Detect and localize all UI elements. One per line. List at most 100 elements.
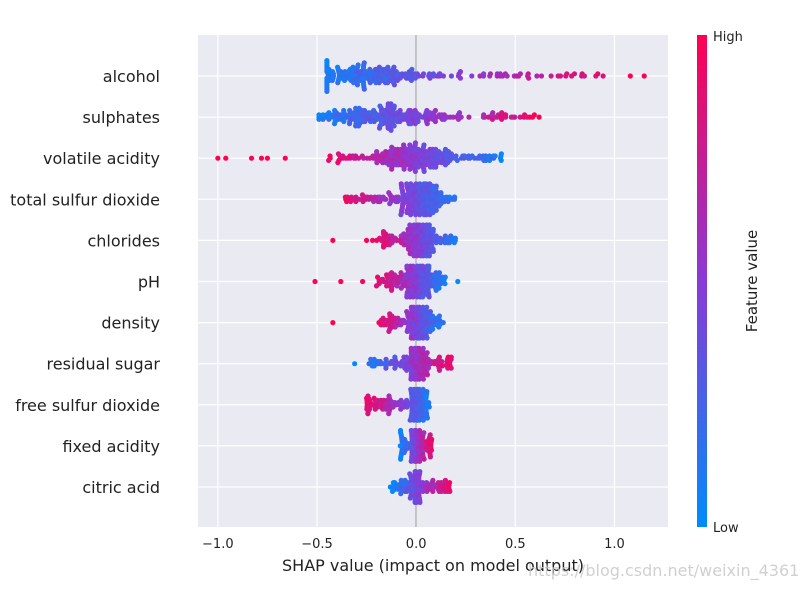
shap-point (215, 155, 221, 161)
shap-point (326, 157, 332, 163)
shap-point (490, 110, 496, 116)
shap-point (392, 365, 398, 371)
shap-point (312, 278, 318, 285)
shap-point (389, 144, 395, 150)
shap-point (421, 430, 427, 436)
shap-point (512, 114, 518, 120)
shap-point (248, 155, 255, 161)
shap-point (391, 82, 398, 88)
shap-point (341, 107, 347, 114)
shap-point (402, 365, 408, 371)
shap-point (335, 160, 341, 166)
shap-point (417, 499, 423, 505)
shap-point (388, 287, 395, 293)
shap-point (360, 198, 366, 205)
shap-point (517, 71, 523, 77)
shap-point (424, 372, 431, 378)
shap-point (408, 335, 414, 341)
feature-label: fixed acidity (62, 437, 160, 456)
shap-point (412, 168, 418, 174)
feature-label: citric acid (82, 478, 160, 497)
shap-point (456, 110, 463, 116)
colorbar (697, 35, 707, 527)
shap-point (408, 376, 414, 382)
shap-point (371, 395, 377, 401)
shap-point (353, 194, 359, 200)
shap-point (426, 263, 432, 269)
shap-point (432, 107, 439, 114)
shap-point (383, 356, 389, 362)
shap-point (352, 361, 358, 367)
shap-point (428, 447, 435, 453)
shap-point (440, 73, 447, 79)
shap-point (409, 66, 415, 72)
shap-point (517, 114, 523, 120)
shap-point (424, 121, 430, 127)
shap-point (420, 417, 426, 423)
shap-point (383, 365, 389, 371)
shap-point (420, 71, 427, 77)
x-tick-label: 0.0 (406, 537, 427, 552)
shap-point (424, 415, 431, 421)
shap-point (427, 454, 434, 460)
shap-point (466, 114, 472, 120)
shap-point (433, 207, 439, 213)
shap-point (426, 400, 432, 406)
x-tick-label: 0.5 (505, 537, 526, 552)
shap-point (487, 71, 494, 77)
shap-point (369, 237, 376, 243)
shap-point (407, 495, 413, 501)
shap-point (385, 64, 391, 70)
shap-point (368, 356, 374, 362)
shap-point (397, 456, 404, 462)
shap-point (391, 64, 397, 70)
shap-point (397, 443, 403, 449)
shap-point (416, 73, 422, 79)
shap-point (430, 226, 436, 232)
shap-point (448, 73, 455, 79)
shap-point (390, 480, 397, 486)
shap-point (461, 153, 468, 159)
shap-point (383, 272, 390, 278)
shap-point (359, 278, 366, 285)
shap-point (430, 488, 436, 494)
shap-point (600, 73, 606, 79)
shap-point (447, 488, 453, 494)
shap-point (452, 235, 458, 241)
shap-point (361, 60, 367, 66)
shap-point (425, 365, 431, 371)
shap-point (415, 118, 421, 125)
shap-point (400, 142, 407, 148)
shap-point (354, 82, 361, 88)
colorbar-high-label: High (713, 30, 743, 45)
shap-point (373, 283, 380, 289)
shap-point (364, 406, 370, 412)
shap-point (436, 367, 443, 373)
shap-point (416, 427, 423, 434)
shap-point (355, 62, 361, 68)
shap-point (334, 64, 341, 70)
shap-point (420, 294, 426, 300)
shap-point (564, 71, 570, 77)
shap-point (387, 201, 393, 207)
shap-point (458, 114, 464, 120)
shap-point (324, 88, 330, 94)
shap-point (407, 166, 413, 172)
shap-point (430, 326, 436, 332)
shap-point (436, 285, 442, 291)
shap-point (398, 270, 404, 276)
shap-point (405, 226, 411, 232)
shap-point (415, 164, 421, 170)
shap-point (408, 181, 414, 187)
shap-point (397, 427, 404, 434)
shap-point (376, 320, 382, 326)
shap-point (335, 151, 342, 157)
shap-point (457, 69, 464, 75)
shap-point (398, 181, 404, 187)
shap-point (581, 73, 587, 79)
shap-point (346, 121, 353, 127)
shap-point (454, 157, 460, 163)
shap-point (258, 155, 265, 161)
shap-point (282, 155, 288, 161)
shap-point (424, 389, 430, 395)
